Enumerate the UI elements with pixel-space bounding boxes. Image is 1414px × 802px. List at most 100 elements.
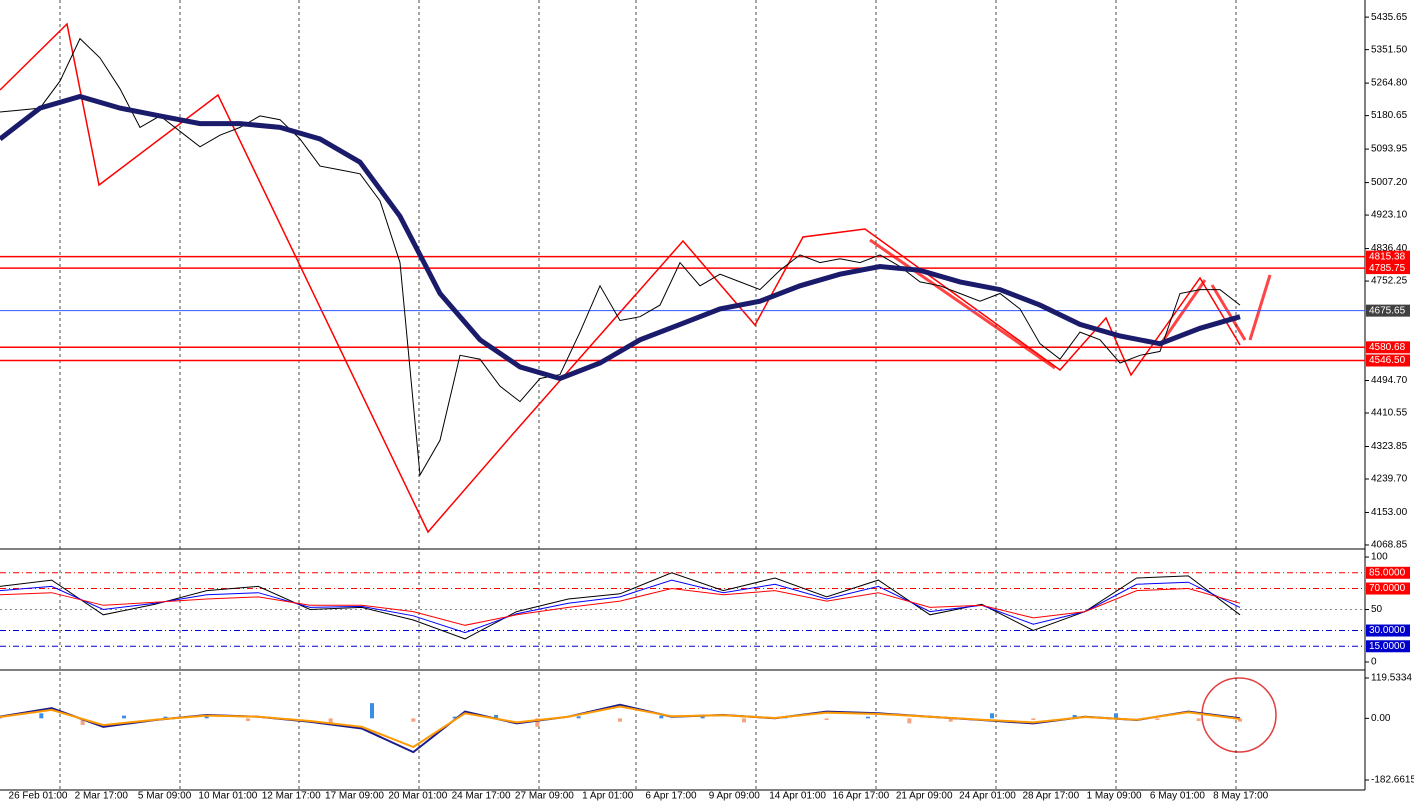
histogram-bar: [1238, 718, 1242, 722]
histogram-bar: [370, 703, 374, 719]
x-tick-label: 10 Mar 01:00: [198, 791, 257, 802]
series-line: [0, 37, 1241, 477]
level-label: 85.0000: [1369, 567, 1406, 578]
histogram-bar: [1031, 718, 1036, 721]
y-tick-label: -182.6615: [1371, 775, 1414, 786]
level-label: 4675.65: [1369, 305, 1406, 316]
y-tick-label: 4153.00: [1371, 507, 1408, 518]
zigzag-line: [0, 22, 1241, 534]
histogram-bar: [246, 718, 250, 722]
histogram-bar: [1155, 718, 1160, 721]
x-tick-label: 17 Mar 09:00: [325, 791, 384, 802]
y-tick-label: 5180.65: [1371, 110, 1408, 121]
histogram-bar: [948, 718, 953, 722]
level-label: 15.0000: [1369, 641, 1406, 652]
x-tick-label: 1 May 09:00: [1087, 791, 1142, 802]
x-tick-label: 24 Mar 17:00: [452, 791, 511, 802]
histogram-bar: [535, 718, 540, 727]
level-label: 4815.38: [1369, 251, 1406, 262]
x-tick-label: 5 Mar 09:00: [138, 791, 192, 802]
x-tick-label: 6 May 01:00: [1150, 791, 1205, 802]
x-tick-label: 6 Apr 17:00: [645, 791, 697, 802]
x-tick-label: 1 Apr 01:00: [582, 791, 634, 802]
level-label-box: [1366, 354, 1410, 367]
histogram-bar: [990, 713, 994, 719]
histogram-bar: [700, 715, 705, 719]
histogram-bar: [907, 718, 912, 724]
histogram-bar: [122, 715, 126, 719]
level-label: 4546.50: [1369, 355, 1406, 366]
x-tick-label: 2 Mar 17:00: [75, 791, 129, 802]
histogram-bar: [452, 716, 457, 719]
histogram-bar: [1114, 713, 1118, 719]
histogram-bar: [39, 713, 44, 719]
x-tick-label: 14 Apr 01:00: [769, 791, 826, 802]
series-line: [0, 93, 1241, 382]
y-tick-label: 5264.80: [1371, 78, 1408, 89]
y-tick-label: 0: [1371, 657, 1377, 668]
histogram-bar: [824, 718, 829, 721]
histogram-bar: [163, 716, 168, 719]
series-line: [0, 705, 1241, 749]
y-tick-label: 50: [1371, 604, 1383, 615]
y-tick-label: 119.5334: [1371, 673, 1412, 684]
y-tick-label: 5007.20: [1371, 177, 1408, 188]
x-tick-label: 16 Apr 17:00: [833, 791, 890, 802]
histogram-bar: [494, 714, 498, 719]
level-label-box: [1366, 582, 1410, 595]
zigzag: [0, 22, 1241, 534]
histogram-bar: [659, 715, 664, 719]
level-label-box: [1366, 566, 1410, 579]
level-label-box: [1366, 640, 1410, 653]
series-line: [0, 579, 1241, 634]
y-tick-label: 5093.95: [1371, 144, 1408, 155]
level-label-box: [1366, 341, 1410, 354]
histogram-bar: [1072, 714, 1077, 719]
y-tick-label: 4068.85: [1371, 540, 1408, 551]
level-label-box: [1366, 262, 1410, 275]
histogram-bar: [80, 718, 85, 726]
histogram-bar: [328, 718, 333, 726]
arrow: [1158, 279, 1207, 346]
y-tick-label: 4323.85: [1371, 441, 1408, 452]
histogram-bar: [204, 714, 209, 719]
histogram-bar: [576, 716, 581, 719]
y-tick-label: 5351.50: [1371, 44, 1408, 55]
arrow: [1210, 284, 1247, 341]
y-tick-label: 4410.55: [1371, 408, 1408, 419]
y-tick-label: 100: [1371, 552, 1388, 563]
series-line: [0, 572, 1241, 640]
level-label-box: [1366, 624, 1410, 637]
histogram-bar: [866, 716, 870, 719]
y-tick-label: 0.00: [1371, 713, 1391, 724]
y-tick-label: 4752.25: [1371, 276, 1408, 287]
x-tick-label: 8 May 17:00: [1213, 791, 1268, 802]
arrow: [1248, 274, 1272, 341]
series-line: [0, 587, 1241, 626]
x-tick-label: 12 Mar 17:00: [262, 791, 321, 802]
histogram-bar: [1196, 718, 1201, 722]
level-label: 30.0000: [1369, 625, 1406, 636]
y-tick-label: 4923.10: [1371, 210, 1408, 221]
histogram-bar: [742, 718, 746, 723]
histogram-bar: [618, 718, 622, 722]
level-label-box: [1366, 304, 1410, 317]
histogram-bar: [411, 718, 416, 722]
x-tick-label: 21 Apr 09:00: [896, 791, 953, 802]
x-tick-label: 27 Mar 09:00: [515, 791, 574, 802]
level-label: 70.0000: [1369, 583, 1406, 594]
x-tick-label: 28 Apr 17:00: [1022, 791, 1079, 802]
x-tick-label: 24 Apr 01:00: [959, 791, 1016, 802]
y-tick-label: 4239.70: [1371, 474, 1408, 485]
y-tick-label: 4836.40: [1371, 243, 1408, 254]
y-tick-label: 4494.70: [1371, 375, 1408, 386]
level-label: 4785.75: [1369, 263, 1406, 274]
x-tick-label: 9 Apr 09:00: [709, 791, 761, 802]
x-tick-label: 26 Feb 01:00: [9, 791, 68, 802]
x-tick-label: 20 Mar 01:00: [388, 791, 447, 802]
y-tick-label: 5435.65: [1371, 12, 1408, 23]
level-label-box: [1366, 250, 1410, 263]
